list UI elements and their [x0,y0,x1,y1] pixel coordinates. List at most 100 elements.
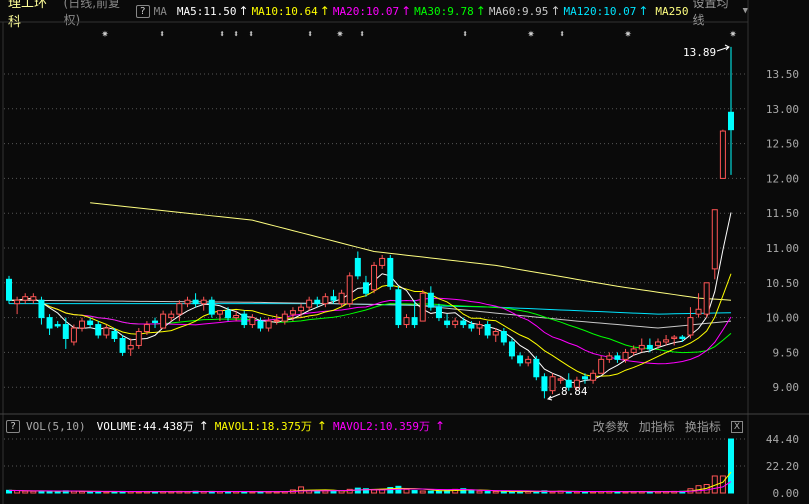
volume-bar [419,490,426,494]
candle-down [6,278,12,301]
candle-up [346,275,353,305]
price-tick-label: 11.00 [766,242,799,255]
candle-up [663,339,670,343]
diamond-marker-icon: ⬍ [159,29,165,40]
high-price-label: 13.89 [683,46,716,59]
up-arrow-icon: ↑ [198,419,209,433]
star-marker-icon: ✷ [101,26,109,40]
candle-up [306,299,313,308]
volume-bar [549,491,556,494]
candle-up [249,317,256,326]
volume-tick-label: 44.40 [766,433,799,446]
candle-up [419,292,426,322]
diamond-marker-icon: ⬍ [307,29,313,40]
candle-up [216,310,223,315]
candle-up [70,327,77,343]
star-marker-icon: ✷ [527,26,535,40]
candle-up [557,378,564,381]
candle-up [638,344,645,350]
candle-up [379,257,386,266]
candle-down [387,257,394,287]
price-tick-label: 10.50 [766,277,799,290]
caret-down-icon[interactable]: ▼ [742,6,748,16]
candle-down [257,320,264,329]
candle-down [314,299,321,305]
ma-readouts: MA5:11.50 ↑ MA10:10.64 ↑ MA20:10.07 ↑ MA30:9.7… [177,4,652,18]
volume-bar [371,489,378,494]
candle-down [95,324,102,336]
candle-up [273,319,280,322]
candle-down [500,331,507,343]
candle-up [492,331,499,336]
ma-readout: MA10:10.64 [251,4,318,18]
candle-up [703,282,710,315]
candle-down [62,324,69,339]
candle-down [444,320,451,326]
candle-up [671,336,678,339]
candle-up [14,299,21,305]
volume-bar [468,490,475,494]
switch-indicator-button[interactable]: 换指标 [684,420,721,434]
candle-up [184,299,191,305]
candle-up [338,292,345,305]
candle-up [298,306,305,312]
volume-bar [387,487,394,494]
candle-up [654,341,661,346]
ma-readout: MA20:10.07 [332,4,400,18]
up-arrow-icon: ↑ [238,4,249,18]
up-arrow-icon: ↑ [319,4,330,18]
vol-help-button[interactable]: ? [6,419,21,433]
star-marker-icon: ✷ [624,26,632,40]
diamond-marker-icon: ⬍ [359,29,365,40]
candle-down [565,379,572,388]
candle-down [411,317,418,326]
candle-down [468,324,475,329]
candle-down [517,355,524,364]
candle-up [590,372,597,381]
price-tick-label: 9.00 [773,381,800,394]
up-arrow-icon: ↑ [316,419,327,433]
volume-bar [728,438,734,494]
candle-down [208,299,215,315]
candle-down [728,111,734,131]
candle-up [403,317,410,326]
price-tick-label: 12.50 [766,138,799,151]
star-marker-icon: ✷ [336,26,344,40]
set-ma-button[interactable]: 设置均线 [692,0,729,27]
candle-down [460,320,467,326]
candle-up [22,296,29,301]
volume-bar [87,491,94,494]
diamond-marker-icon: ⬍ [233,29,239,40]
low-arrow-icon [547,393,561,401]
candle-up [549,376,556,392]
candle-down [581,376,588,380]
candle-up [289,310,296,315]
ma30-line [9,297,732,354]
candle-up [630,348,637,353]
candle-up [525,358,532,364]
candle-down [46,317,53,329]
candle-down [192,299,199,305]
diamond-marker-icon: ⬍ [248,29,254,40]
low-price-label: 8.84 [561,385,588,398]
candle-up [606,355,613,360]
help-button[interactable]: ? [135,4,150,18]
candle-up [79,320,86,329]
volume-header: ? VOL(5,10) VOLUME:44.438万 ↑ MAVOL1:18.3… [6,418,448,434]
candle-up [143,324,150,333]
volume-bar [492,490,499,494]
volume-bar [346,488,353,494]
change-params-button[interactable]: 改参数 [592,420,629,434]
candle-up [30,296,37,301]
volume-bar [484,491,491,494]
close-icon[interactable]: X [730,420,743,433]
candle-down [508,341,515,357]
candle-up [168,313,175,319]
candle-down [225,310,232,319]
volume-bar [322,490,329,494]
ma5-line [9,212,732,384]
add-indicator-button[interactable]: 加指标 [638,420,675,434]
ma-readout: MA5:11.50 [176,4,237,18]
candle-up [135,331,142,346]
